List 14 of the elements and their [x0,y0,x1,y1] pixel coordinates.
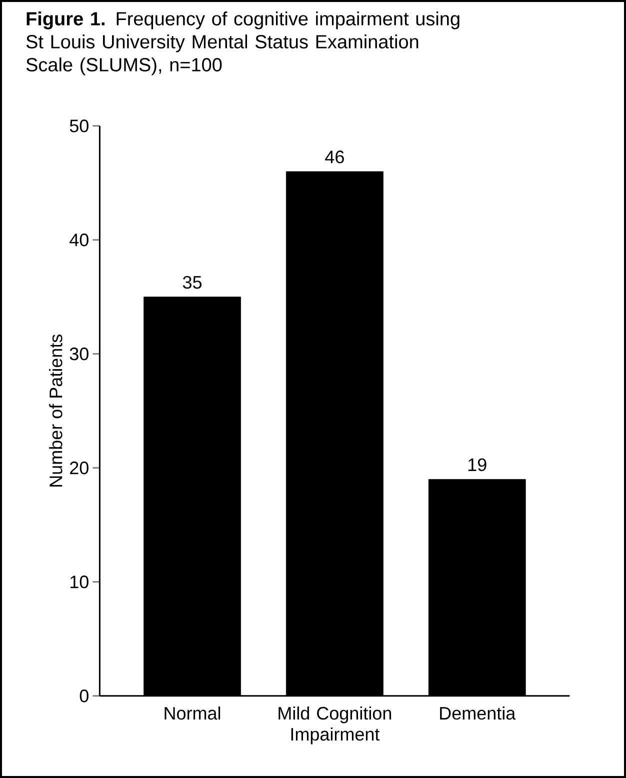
x-tick-label: Mild Cognition Impairment [278,706,392,744]
y-tick-label: 10 [70,576,88,588]
data-label: 19 [468,458,486,472]
y-axis-title: Number of Patients [49,334,62,486]
x-tick-label: Dementia [440,706,516,720]
chart-title: Figure 1. Frequency of cognitive impairment using St Louis University Mental Status Examination Scale (SLUMS), n=100 [26,12,460,76]
y-tick-label: 20 [70,462,88,474]
y-tick-label: 30 [70,348,88,360]
data-label: 35 [182,276,202,289]
x-tick-label: Normal [164,706,220,720]
data-label: 46 [325,150,344,164]
y-tick-label: 0 [80,690,88,702]
y-tick-label: 40 [70,234,88,246]
y-tick-label: 50 [70,120,88,132]
